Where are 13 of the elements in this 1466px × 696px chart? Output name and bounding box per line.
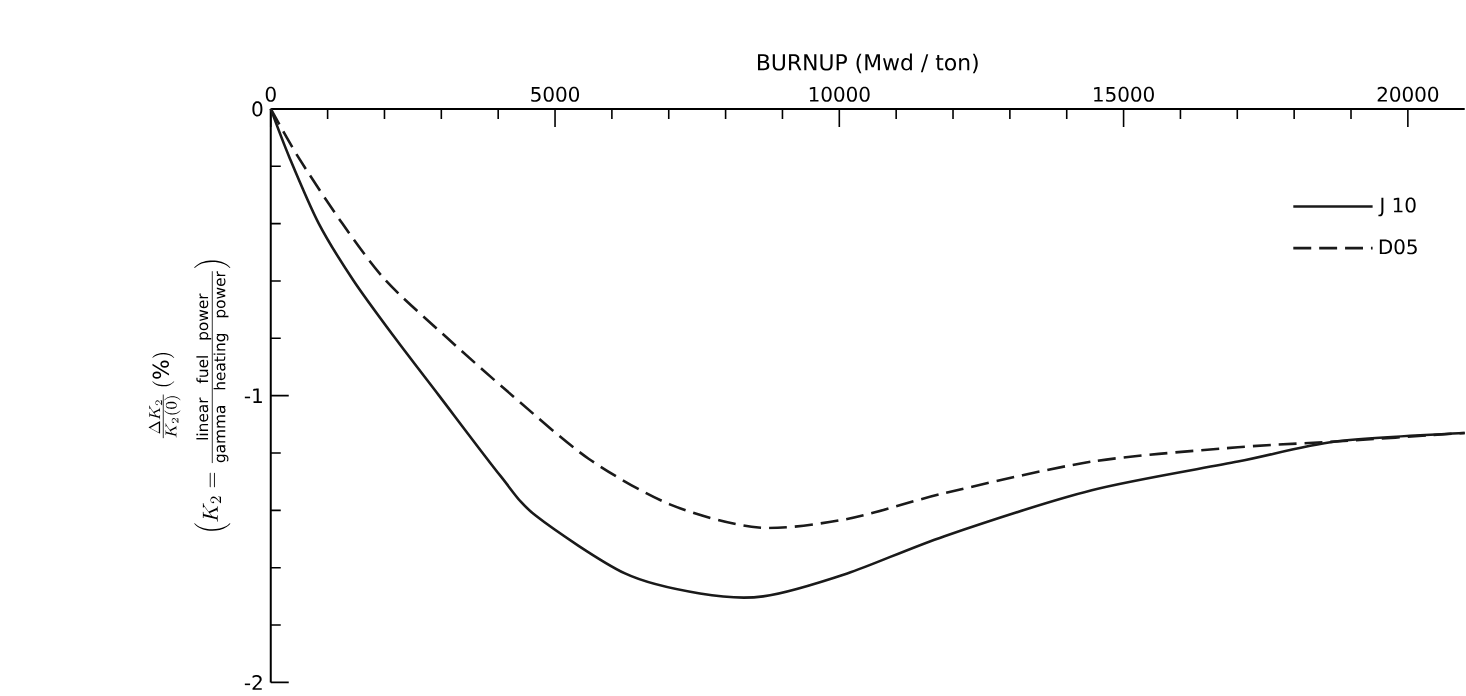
legend-label: J 10 <box>1378 197 1416 217</box>
y-axis-title: $\frac{\Delta K_2}{K_2(0)}\,(\%)$ <box>148 352 181 438</box>
x-tick-label: 15000 <box>1094 86 1154 102</box>
x-tick-label: 10000 <box>809 86 870 102</box>
x-tick-label: 5000 <box>531 86 580 102</box>
text: $\left(K_2 = \frac{\mathrm{linear\ \ fuel\ \ power}}{\mathrm{gamma\ \ heating\ \ power}}\right)$ <box>194 260 231 531</box>
y-tick-label: 0 <box>252 101 263 117</box>
y-tick-label: -1 <box>244 388 262 403</box>
legend-label: D05 <box>1379 239 1417 255</box>
x-tick-label: 0 <box>265 86 276 102</box>
y-tick-label: -2 <box>244 674 262 690</box>
x-axis-title: BURNUP (Mwd / ton) <box>757 53 978 73</box>
x-tick-label: 20000 <box>1377 86 1439 102</box>
